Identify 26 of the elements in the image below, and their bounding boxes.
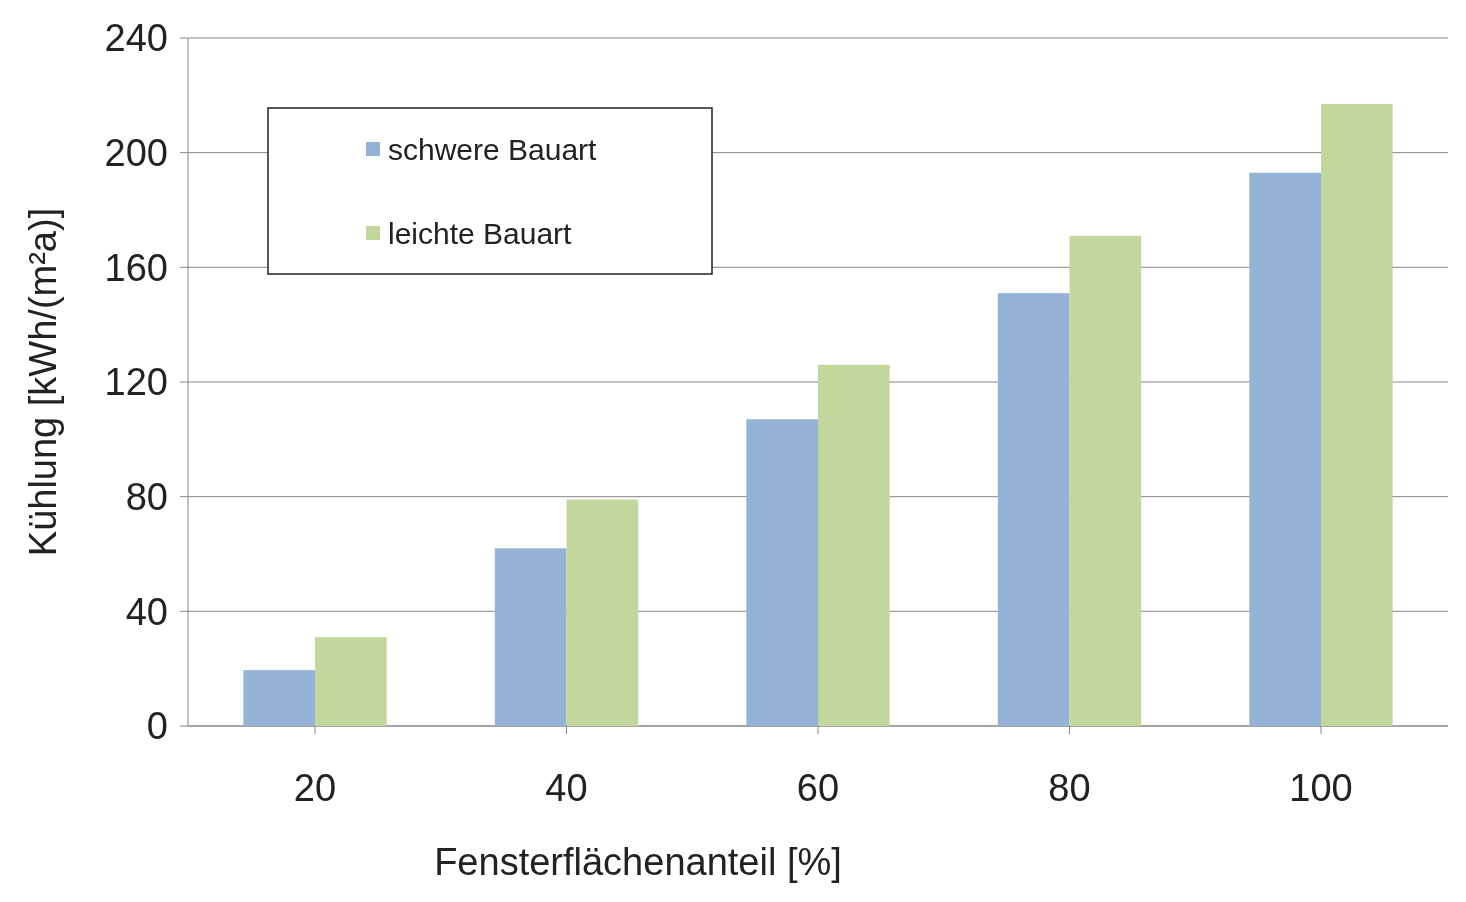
bar bbox=[566, 499, 639, 726]
y-tick-label: 40 bbox=[125, 590, 168, 633]
x-tick-label: 60 bbox=[796, 767, 840, 809]
bar bbox=[494, 548, 567, 726]
bar bbox=[1320, 103, 1393, 726]
bar bbox=[243, 670, 316, 726]
legend-label: leichte Bauart bbox=[388, 216, 573, 250]
bar bbox=[997, 293, 1070, 726]
bar bbox=[1249, 172, 1321, 726]
bar bbox=[315, 637, 387, 726]
y-tick-label: 120 bbox=[104, 361, 168, 404]
bar bbox=[818, 364, 890, 726]
y-tick-label: 0 bbox=[146, 705, 168, 748]
x-tick-label: 20 bbox=[293, 767, 337, 809]
bar bbox=[746, 419, 818, 726]
x-tick-label: 40 bbox=[545, 767, 588, 809]
y-axis-title: Kühlung [kWh/(m²a)] bbox=[22, 207, 64, 557]
x-axis-title: Fensterflächenanteil [%] bbox=[434, 841, 842, 883]
x-tick-label: 80 bbox=[1048, 767, 1091, 809]
y-tick-label: 200 bbox=[104, 131, 168, 174]
y-tick-label: 80 bbox=[125, 475, 168, 518]
x-tick-label: 100 bbox=[1289, 767, 1353, 809]
y-tick-label: 240 bbox=[104, 17, 168, 60]
y-tick-label: 160 bbox=[104, 246, 168, 289]
legend-label: schwere Bauart bbox=[388, 132, 598, 166]
bar bbox=[1069, 235, 1142, 726]
